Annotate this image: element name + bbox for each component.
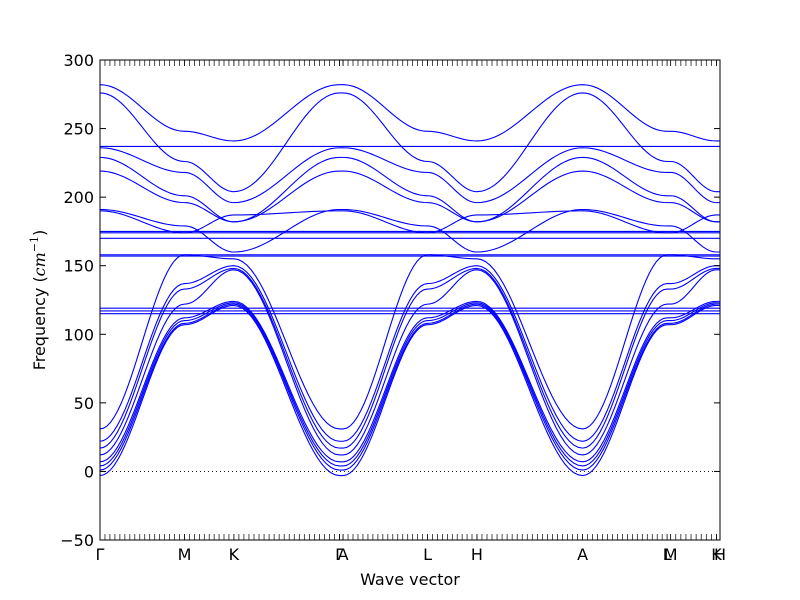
x-tick-label: K bbox=[229, 545, 240, 564]
phonon-band-22 bbox=[100, 302, 720, 467]
x-axis-label: Wave vector bbox=[360, 570, 460, 589]
phonon-band-7 bbox=[100, 208, 720, 253]
y-tick-label: 250 bbox=[63, 120, 94, 139]
y-tick-label: 200 bbox=[63, 188, 94, 207]
y-axis-label-math: cm bbox=[30, 252, 49, 276]
y-tick-label: −50 bbox=[60, 531, 94, 550]
y-axis-label-close: ) bbox=[30, 230, 49, 236]
y-tick-label: 150 bbox=[63, 257, 94, 276]
y-axis-label-exponent: −1 bbox=[28, 236, 41, 252]
y-tick-label: 50 bbox=[74, 394, 94, 413]
phonon-band-4 bbox=[100, 147, 720, 204]
y-tick-label: 0 bbox=[84, 462, 94, 481]
x-tick-label: M bbox=[178, 545, 192, 564]
y-tick-label: 100 bbox=[63, 325, 94, 344]
phonon-band-20 bbox=[100, 269, 720, 456]
x-tick-label: K bbox=[711, 545, 722, 564]
plot-frame bbox=[99, 59, 721, 541]
x-tick-label: H bbox=[714, 545, 726, 564]
x-tick-label: A bbox=[338, 545, 349, 564]
phonon-band-21 bbox=[100, 300, 720, 463]
phonon-band-19 bbox=[100, 267, 720, 449]
y-axis-label: Frequency (cm−1) bbox=[28, 230, 49, 371]
phonon-band-24 bbox=[100, 304, 720, 477]
phonon-band-6 bbox=[100, 170, 720, 223]
x-tick-label: L bbox=[423, 545, 432, 564]
phonon-band-18 bbox=[100, 265, 720, 442]
phonon-band-23 bbox=[100, 303, 720, 471]
x-tick-label: H bbox=[471, 545, 483, 564]
phonon-band-1 bbox=[100, 84, 720, 142]
x-tick-label: Γ bbox=[335, 545, 344, 564]
x-tick-label: Γ bbox=[96, 545, 105, 564]
x-tick-label: A bbox=[577, 545, 588, 564]
x-tick-label: M bbox=[664, 545, 678, 564]
phonon-band-17 bbox=[100, 254, 720, 430]
y-tick-label: 300 bbox=[63, 51, 94, 70]
phonon-band-2 bbox=[100, 92, 720, 193]
x-tick-label: L bbox=[663, 545, 672, 564]
bands-layer bbox=[100, 84, 720, 477]
y-axis-label-text: Frequency ( bbox=[30, 276, 49, 370]
